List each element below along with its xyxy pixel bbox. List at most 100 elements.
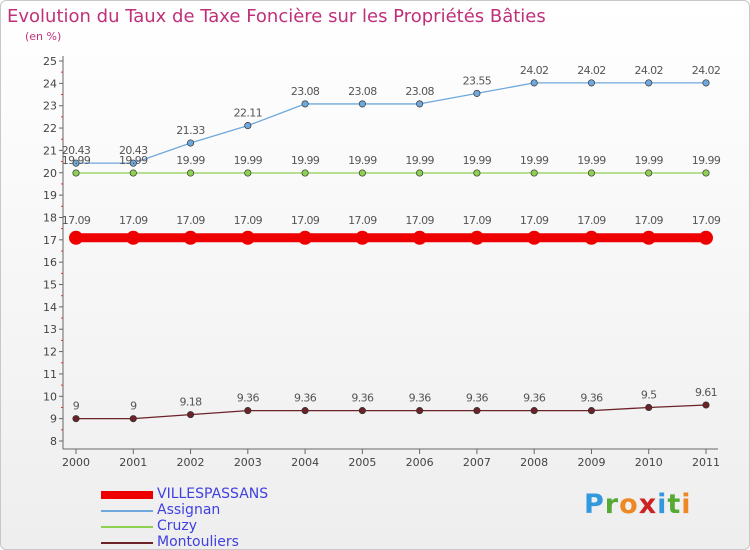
data-label: 19.99: [62, 154, 91, 167]
x-tick-label: 2011: [692, 456, 720, 469]
data-point: [530, 169, 538, 177]
data-label: 17.09: [119, 214, 148, 227]
legend-label: VILLESPASSANS: [157, 486, 269, 502]
data-label: 9.61: [695, 386, 717, 399]
data-point: [69, 230, 83, 245]
x-tick-label: 2005: [348, 456, 376, 469]
data-point: [645, 169, 653, 177]
data-label: 9.36: [466, 392, 489, 405]
data-label: 9.18: [179, 396, 202, 409]
data-point: [587, 169, 596, 177]
y-tick-label: 22: [43, 122, 57, 135]
logo-letter: i: [681, 489, 692, 520]
data-point: [699, 230, 713, 245]
x-tick-label: 2003: [234, 456, 262, 469]
data-point: [301, 407, 309, 415]
data-label: 19.99: [119, 154, 148, 167]
data-point: [72, 159, 80, 167]
data-label: 19.99: [291, 154, 320, 167]
data-point: [702, 169, 710, 177]
data-label: 17.09: [463, 214, 492, 227]
y-tick-label: 25: [43, 55, 57, 68]
y-tick-label: 12: [43, 346, 57, 359]
legend-swatch: [101, 491, 153, 499]
data-label: 9.5: [641, 388, 657, 401]
data-point: [298, 230, 313, 245]
data-point: [301, 169, 309, 177]
logo-letter: r: [604, 489, 620, 520]
data-point: [129, 169, 137, 177]
legend-swatch: [101, 510, 153, 512]
y-tick-label: 23: [43, 100, 57, 113]
data-point: [473, 89, 481, 97]
y-tick-label: 24: [43, 77, 57, 90]
data-label: 17.09: [520, 214, 549, 227]
logo-letter: P: [584, 489, 605, 520]
series-line: [76, 82, 706, 164]
data-label: 23.55: [463, 74, 492, 87]
data-point: [186, 411, 195, 419]
data-label: 23.08: [291, 85, 320, 98]
data-label: 17.09: [405, 214, 434, 227]
data-point: [702, 79, 710, 87]
data-point: [473, 169, 481, 177]
data-point: [587, 407, 596, 415]
data-point: [358, 100, 366, 108]
chart-title: Evolution du Taux de Taxe Foncière sur l…: [7, 6, 546, 27]
x-tick-label: 2004: [291, 456, 319, 469]
legend-label: Montouliers: [157, 534, 239, 550]
y-tick-label: 15: [43, 279, 57, 292]
logo-letter: t: [667, 489, 682, 520]
data-point: [126, 230, 141, 245]
legend-label: Cruzy: [157, 518, 198, 534]
data-label: 22.11: [234, 107, 263, 120]
data-point: [72, 415, 80, 423]
y-tick-label: 19: [43, 189, 57, 202]
y-tick-label: 11: [43, 368, 57, 381]
data-point: [129, 159, 137, 167]
data-label: 17.09: [62, 214, 91, 227]
x-tick-label: 2008: [520, 456, 548, 469]
data-point: [416, 169, 424, 177]
data-label: 19.99: [577, 154, 606, 167]
data-label: 19.99: [405, 154, 434, 167]
data-label: 23.08: [348, 85, 377, 98]
data-label: 9.36: [351, 392, 374, 405]
data-label: 21.33: [176, 124, 205, 137]
data-label: 9.36: [237, 392, 260, 405]
data-label: 24.02: [520, 64, 549, 77]
x-tick-label: 2007: [463, 456, 491, 469]
y-tick-label: 20: [43, 167, 57, 180]
data-label: 17.09: [634, 214, 663, 227]
data-point: [702, 401, 710, 409]
data-label: 9: [130, 400, 137, 413]
x-tick-label: 2000: [62, 456, 90, 469]
data-point: [587, 79, 596, 87]
data-label: 17.09: [291, 214, 320, 227]
data-label: 19.99: [234, 154, 263, 167]
data-label: 19.99: [634, 154, 663, 167]
x-tick-label: 2006: [406, 456, 434, 469]
data-label: 20.43: [119, 144, 148, 157]
data-point: [244, 169, 252, 177]
data-point: [584, 230, 599, 245]
legend-swatch: [101, 526, 153, 528]
logo-letter: o: [619, 489, 639, 520]
x-tick-label: 2010: [635, 456, 663, 469]
y-tick-label: 13: [43, 323, 57, 336]
logo-letter: x: [638, 489, 658, 520]
axes: 8 9 10 11 12 13 14 15 16 17 18 19 20 21 22 23 24 25 2000 20…: [43, 55, 720, 469]
y-tick-label: 18: [43, 211, 57, 224]
data-label: 24.02: [577, 64, 606, 77]
data-point: [527, 230, 542, 245]
y-tick-label: 16: [43, 256, 57, 269]
data-label: 9: [73, 400, 80, 413]
data-label: 9.36: [294, 392, 317, 405]
x-tick-label: 2001: [119, 456, 147, 469]
y-tick-label: 9: [50, 413, 57, 426]
data-label: 23.08: [405, 85, 434, 98]
legend-swatch: [101, 542, 153, 544]
data-point: [186, 169, 195, 177]
